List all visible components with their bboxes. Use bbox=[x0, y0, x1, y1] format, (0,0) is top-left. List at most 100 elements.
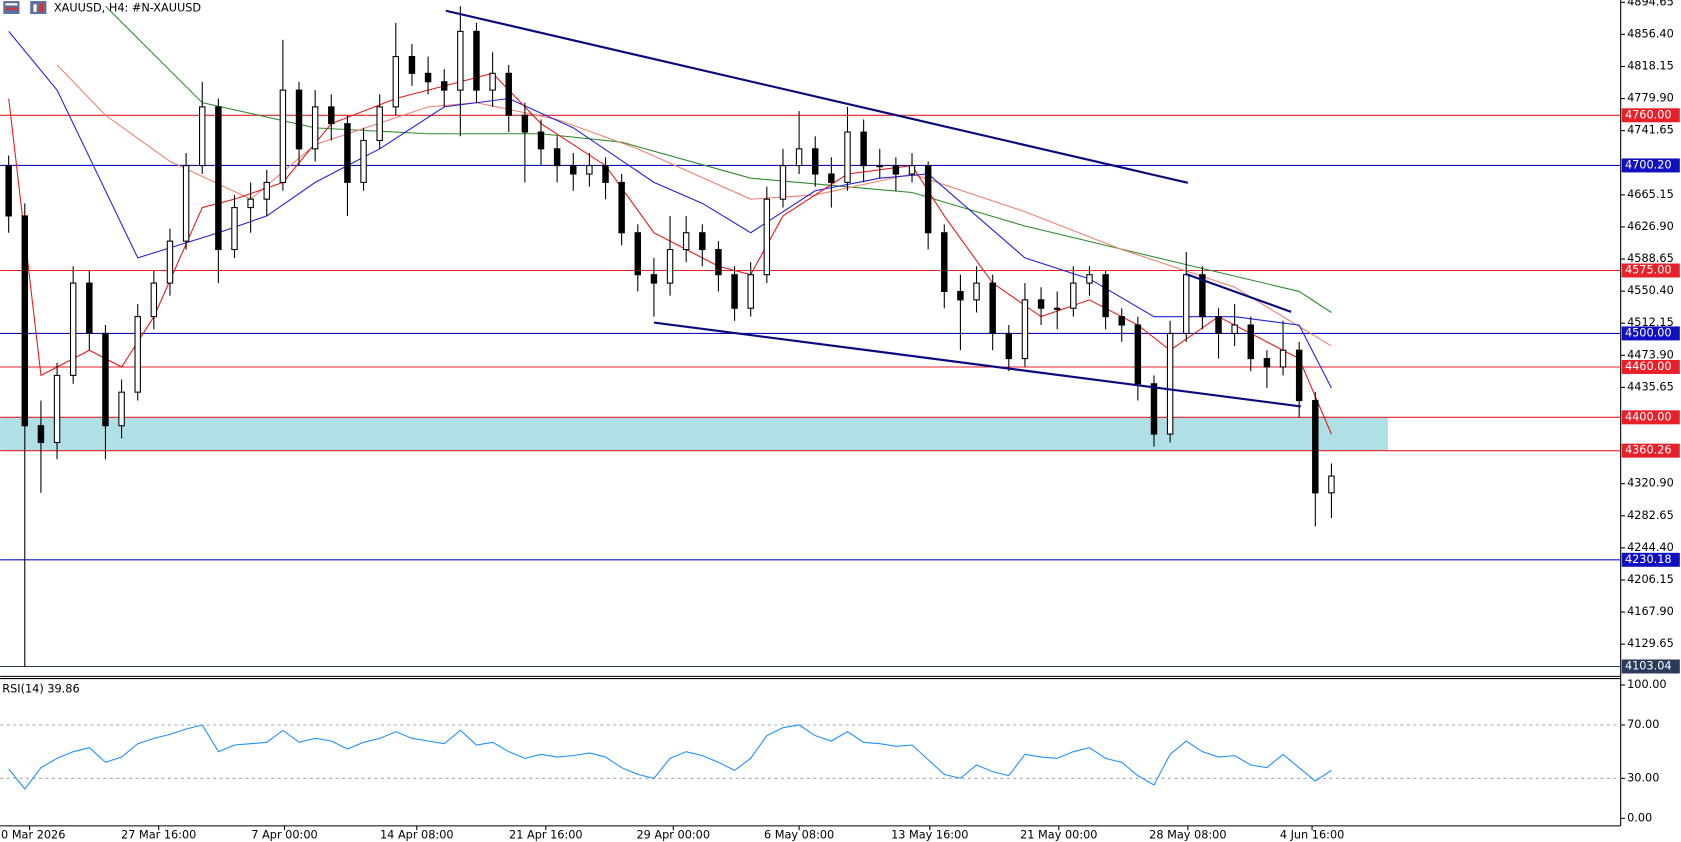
candle-body bbox=[215, 106, 222, 251]
candle-body bbox=[570, 165, 577, 175]
candle-body bbox=[473, 30, 480, 91]
candle-body bbox=[440, 81, 448, 91]
candle-body bbox=[924, 165, 932, 234]
candle-body bbox=[295, 89, 303, 150]
level-label: 4400.00 bbox=[1625, 410, 1672, 423]
candle-body bbox=[1086, 274, 1093, 284]
chart-title: XAUUSD, H4: #N-XAUUSD bbox=[54, 2, 202, 15]
x-tick-label: 28 May 08:00 bbox=[1149, 829, 1226, 842]
level-label-box bbox=[1621, 552, 1680, 567]
candle-body bbox=[1102, 274, 1109, 318]
level-label: 4500.00 bbox=[1625, 326, 1672, 339]
candle-body bbox=[521, 114, 529, 133]
y-tick-label: 4282.65 bbox=[1627, 509, 1674, 522]
candle-body bbox=[1021, 299, 1029, 360]
y-tick-label: 4894.65 bbox=[1627, 0, 1674, 8]
x-tick-label: 29 Apr 00:00 bbox=[636, 829, 710, 842]
y-tick-label: 4665.15 bbox=[1627, 188, 1674, 201]
level-label: 4230.18 bbox=[1625, 553, 1672, 566]
level-label-box bbox=[1621, 410, 1680, 425]
candle-body bbox=[1295, 349, 1303, 402]
candle-body bbox=[618, 181, 625, 234]
x-tick-label: 6 May 08:00 bbox=[764, 829, 834, 842]
candle-body bbox=[166, 240, 174, 284]
y-tick-label: 70.00 bbox=[1627, 718, 1659, 731]
y-tick-label: 4435.65 bbox=[1627, 380, 1674, 393]
y-tick-label: 30.00 bbox=[1627, 771, 1659, 784]
trendline bbox=[1185, 273, 1292, 313]
candle-body bbox=[360, 139, 367, 183]
header-icons bbox=[3, 1, 47, 14]
candle-body bbox=[424, 72, 432, 83]
y-tick-label: 4206.15 bbox=[1627, 573, 1674, 586]
rsi-line bbox=[8, 724, 1332, 790]
candle-body bbox=[682, 232, 690, 251]
candle-body bbox=[344, 123, 351, 183]
candle-body bbox=[457, 30, 464, 91]
candle-body bbox=[763, 198, 771, 276]
candle-body bbox=[408, 56, 416, 74]
trendline bbox=[653, 321, 1301, 408]
x-tick-label: 20 Mar 2026 bbox=[0, 829, 65, 842]
candle-body bbox=[1328, 475, 1335, 494]
y-tick-label: 4626.90 bbox=[1627, 220, 1674, 233]
candle-body bbox=[134, 316, 141, 393]
candle-body bbox=[263, 181, 270, 200]
y-tick-label: 0.00 bbox=[1627, 811, 1652, 824]
candle-body bbox=[876, 165, 883, 168]
candle-body bbox=[666, 248, 674, 284]
x-tick-label: 14 Apr 08:00 bbox=[380, 829, 454, 842]
candle-body bbox=[1199, 274, 1206, 318]
candle-body bbox=[199, 106, 206, 167]
level-label-box bbox=[1621, 443, 1680, 458]
candle-body bbox=[828, 173, 835, 183]
y-tick-label: 4320.90 bbox=[1627, 477, 1674, 490]
candle-body bbox=[182, 165, 190, 242]
rsi-title: RSI(14) 39.86 bbox=[2, 682, 79, 695]
candle-body bbox=[505, 72, 512, 116]
candle-body bbox=[231, 207, 238, 251]
candle-body bbox=[747, 274, 754, 309]
candle-body bbox=[812, 148, 819, 175]
candle-body bbox=[779, 165, 787, 200]
candle-body bbox=[1150, 383, 1158, 435]
trendline bbox=[445, 9, 1189, 184]
candle-body bbox=[247, 198, 254, 209]
candle-body bbox=[1279, 349, 1287, 368]
y-tick-label: 4588.65 bbox=[1627, 252, 1674, 265]
level-label-box bbox=[1621, 326, 1680, 341]
y-tick-label: 4129.65 bbox=[1627, 637, 1674, 650]
y-tick-label: 4473.90 bbox=[1627, 348, 1674, 361]
y-tick-label: 4244.40 bbox=[1627, 541, 1674, 554]
candle-body bbox=[908, 165, 916, 175]
candle-body bbox=[1231, 324, 1238, 334]
x-tick-label: 21 May 00:00 bbox=[1020, 829, 1097, 842]
x-tick-label: 7 Apr 00:00 bbox=[251, 829, 317, 842]
y-tick-label: 4741.65 bbox=[1627, 124, 1674, 137]
x-tick-label: 21 Apr 16:00 bbox=[509, 829, 583, 842]
candle-body bbox=[1263, 358, 1271, 368]
y-tick-label: 4856.40 bbox=[1627, 27, 1674, 40]
candle-body bbox=[1247, 324, 1255, 360]
candle-body bbox=[553, 148, 561, 167]
moving-average bbox=[56, 64, 1332, 347]
candle-body bbox=[537, 131, 545, 150]
icon-bar bbox=[33, 4, 37, 12]
y-tick-label: 100.00 bbox=[1627, 678, 1666, 691]
candle-body bbox=[892, 165, 900, 175]
candle-body bbox=[699, 232, 706, 251]
x-tick-label: 4 Jun 16:00 bbox=[1280, 829, 1344, 842]
candle-body bbox=[1215, 316, 1222, 334]
candle-body bbox=[941, 232, 948, 293]
candle-body bbox=[1053, 307, 1061, 310]
level-label: 4360.26 bbox=[1625, 444, 1672, 457]
y-tick-label: 4818.15 bbox=[1627, 59, 1674, 72]
candle-body bbox=[586, 165, 593, 175]
candle-body bbox=[844, 131, 851, 183]
y-tick-label: 4512.15 bbox=[1627, 316, 1674, 329]
candle-body bbox=[53, 374, 61, 444]
level-label: 4103.04 bbox=[1625, 659, 1672, 672]
candle-body bbox=[973, 282, 980, 301]
candle-body bbox=[1134, 324, 1142, 385]
